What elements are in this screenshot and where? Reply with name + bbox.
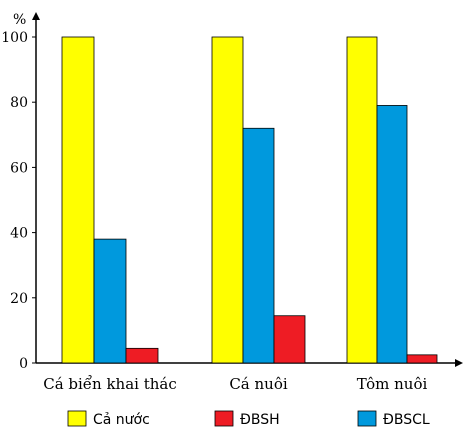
bar-0-1 [93,238,127,364]
legend-swatch [357,410,377,427]
y-tick-label: 40 [10,226,28,242]
y-tick-label: 20 [10,291,28,307]
bar-2-1 [376,105,408,364]
y-tick-label: 0 [19,356,28,372]
bar-2-2 [406,354,438,364]
legend-label: ĐBSH [240,412,280,428]
y-axis-arrow [32,12,40,20]
legend-swatch [67,410,87,427]
bar-2-0 [346,36,378,364]
category-label: Cá nuôi [229,375,288,393]
y-tick-label: 60 [10,160,28,176]
bar-1-0 [211,36,244,364]
category-label: Cá biển khai thác [43,375,177,393]
bar-0-2 [125,347,159,364]
labels: % 0 20 40 60 80 100 Cá biển khai thác Cá nuôi Tôm… [1,12,427,393]
bar-0-0 [61,36,95,364]
legend-label: ĐBSCL [383,412,430,428]
y-tick-label: 100 [1,30,28,46]
y-tick-label: 80 [10,95,28,111]
bar-1-1 [242,127,275,364]
y-axis-label: % [13,12,26,28]
x-axis-arrow [455,359,463,367]
bar-1-2 [273,315,306,364]
legend-swatch [214,410,234,427]
legend-label: Cả nước [93,412,150,428]
bars [61,36,438,364]
category-label: Tôm nuôi [357,375,428,393]
legend: Cả nước ĐBSH ĐBSCL [67,410,430,428]
